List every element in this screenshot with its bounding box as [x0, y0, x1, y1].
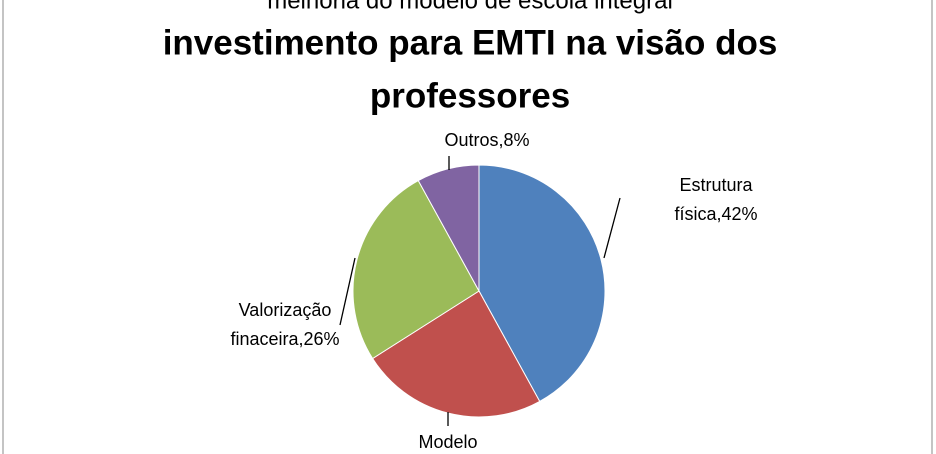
- data-label-line: Valorização: [239, 300, 332, 320]
- pie-slice: [352, 179, 480, 360]
- pie-slice: [417, 164, 480, 292]
- leader-line: [339, 257, 356, 326]
- data-label: Modelo: [418, 432, 477, 452]
- data-label: Valorização finaceira,26%: [230, 300, 339, 349]
- data-label: Estrutura física,42%: [674, 175, 757, 224]
- data-label-line: finaceira,26%: [230, 329, 339, 349]
- data-label-line: física,42%: [674, 204, 757, 224]
- chart-title-line: investimento para EMTI na visão dos: [163, 23, 778, 62]
- leader-line: [603, 197, 621, 259]
- chart-title-line: melhoria do modelo de escola integral: [267, 0, 673, 14]
- data-label: Outros,8%: [444, 130, 529, 150]
- data-label-line: Outros,8%: [444, 130, 529, 150]
- pie-slice: [478, 164, 606, 403]
- data-label-line: Estrutura: [679, 175, 753, 195]
- chart-title-line: professores: [370, 76, 570, 115]
- data-label-line: Modelo: [418, 432, 477, 452]
